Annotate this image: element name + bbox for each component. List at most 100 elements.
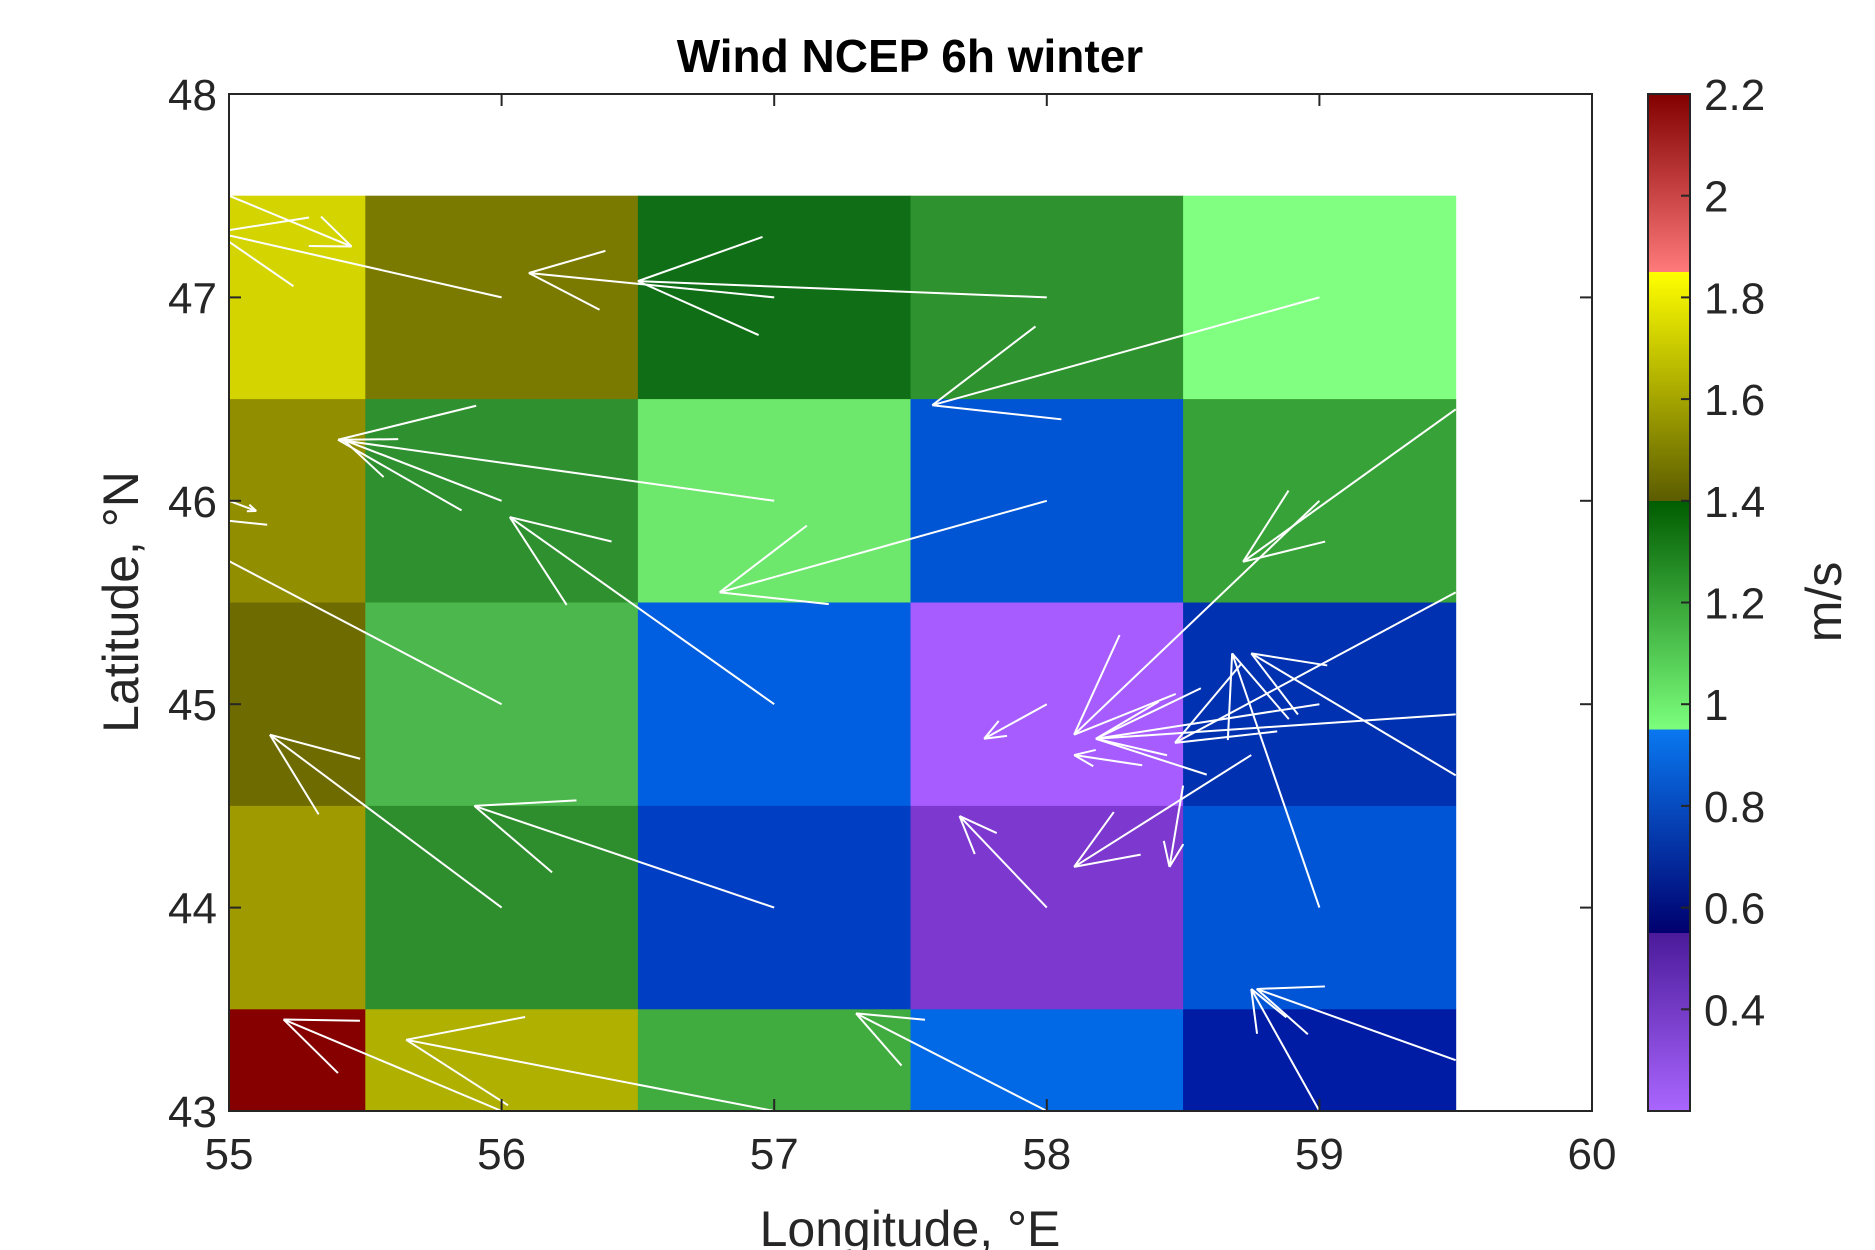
vector-head (1250, 988, 1287, 1019)
heatmap-cell (910, 602, 1184, 807)
vector-head (1095, 700, 1160, 740)
vector-head (282, 1018, 339, 1074)
wind-vector (1073, 754, 1252, 868)
wind-vector (637, 235, 1047, 336)
vector-head (528, 272, 600, 311)
wind-vector (1226, 652, 1321, 908)
vector-shaft (528, 271, 775, 299)
wind-vector (269, 733, 503, 909)
vector-shaft (1250, 988, 1321, 1112)
wind-vector (855, 1012, 1048, 1112)
vector-head (1242, 540, 1326, 563)
vector-shaft (269, 733, 503, 909)
colorbar-tick-label: 0.6 (1704, 885, 1765, 934)
heatmap-cell (1183, 399, 1457, 603)
x-tick-label: 56 (477, 1130, 526, 1179)
vector-head (1250, 988, 1259, 1034)
vector-head (932, 404, 1062, 421)
vector-head (1242, 490, 1290, 563)
chart-title: Wind NCEP 6h winter (677, 30, 1144, 82)
vector-shaft (958, 815, 1048, 909)
vector-shaft (1250, 652, 1457, 777)
colorbar: 0.4 0.6 0.8 1 1.2 1.4 1.6 1.8 2 2.2 (1647, 71, 1765, 1112)
vector-head (1073, 853, 1141, 868)
vector-head (248, 503, 257, 512)
wind-vector (958, 815, 1048, 909)
vector-head (92, 536, 155, 572)
vector-shaft (1073, 754, 1143, 767)
vector-head (1174, 730, 1278, 744)
heatmap-cell (365, 399, 639, 603)
y-tick-label: 48 (168, 71, 217, 120)
vector-head (1073, 754, 1094, 768)
wind-vector (1250, 652, 1457, 777)
colorbar-tick-label: 2.2 (1704, 71, 1765, 120)
vector-head (509, 516, 612, 543)
wind-vector (1174, 591, 1457, 744)
wind-vector (1256, 985, 1457, 1062)
x-axis-label: Longitude, °E (760, 1201, 1061, 1250)
heatmap-cell (637, 1009, 911, 1112)
heatmap-cells (229, 195, 1457, 1112)
heatmap-cell (637, 399, 911, 603)
vector-head (1073, 693, 1177, 736)
vector-shaft (474, 804, 775, 909)
vector-shaft (1073, 500, 1321, 736)
wind-vector (91, 536, 230, 705)
wind-vector (405, 1016, 775, 1112)
wind-vector (1250, 988, 1321, 1112)
heatmap-cell (365, 195, 639, 400)
heatmap-cell (637, 602, 911, 807)
vector-shaft (343, 438, 502, 502)
vector-head (637, 280, 760, 336)
x-tick-label: 57 (750, 1130, 799, 1179)
vector-shaft (215, 231, 502, 299)
wind-vector (0, 759, 230, 909)
vector-head (269, 733, 361, 760)
wind-vector (983, 703, 1048, 740)
vector-head (1226, 653, 1234, 741)
vector-head (1251, 652, 1328, 667)
x-tick-label: 59 (1295, 1130, 1344, 1179)
wind-vector (1095, 687, 1456, 776)
vector-head (474, 799, 577, 807)
vector-head (528, 249, 606, 274)
y-tick-label: 45 (168, 681, 217, 730)
vector-shaft (91, 536, 230, 705)
vector-shaft (283, 1018, 502, 1112)
vector-head (1168, 843, 1185, 868)
vector-head (719, 591, 829, 606)
heatmap-cell (637, 195, 911, 400)
vector-shaft (1256, 988, 1457, 1062)
vector-head (91, 537, 115, 605)
vector-head (1095, 687, 1202, 740)
wind-vector (1242, 408, 1457, 563)
vector-head (958, 815, 976, 855)
colorbar-tick-label: 1.8 (1704, 274, 1765, 323)
vector-head (405, 1038, 509, 1107)
heatmap-cell (1183, 805, 1457, 1010)
vector-head (1073, 811, 1115, 868)
vector-shaft (983, 703, 1048, 740)
vector-head (959, 815, 998, 834)
vector-shaft (719, 499, 1048, 594)
heatmap-cell (1183, 602, 1457, 807)
plot-frame (228, 93, 1593, 1112)
colorbar-tick-label: 1 (1704, 681, 1728, 730)
vector-head (719, 524, 808, 594)
wind-vector (337, 404, 775, 512)
heatmap-cell (229, 602, 366, 807)
wind-vector (228, 499, 257, 513)
vector-shaft (855, 1012, 1048, 1112)
y-axis-label: Latitude, °N (93, 471, 149, 733)
heatmap-cell (1183, 195, 1457, 400)
vector-head (1256, 985, 1325, 990)
vector-shaft (1073, 754, 1252, 868)
vector-head (283, 1018, 360, 1022)
vector-head (473, 805, 553, 874)
vector-head (337, 404, 477, 441)
vector-head (320, 215, 353, 248)
heatmap-cell (910, 805, 1184, 1010)
y-axis: 43 44 45 46 47 48 (168, 71, 1592, 1137)
